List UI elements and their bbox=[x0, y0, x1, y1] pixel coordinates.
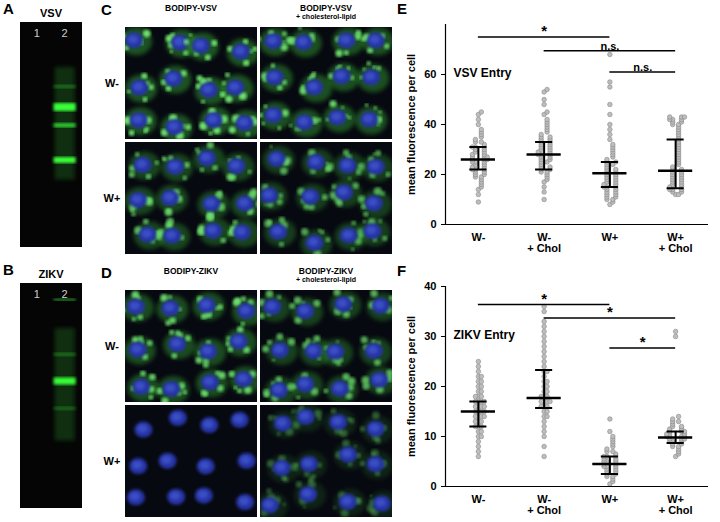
svg-text:BODIPY-VSV: BODIPY-VSV bbox=[300, 3, 352, 13]
svg-text:W-: W- bbox=[471, 493, 485, 505]
svg-text:W+: W+ bbox=[104, 192, 121, 204]
html-text:E: E bbox=[397, 0, 407, 17]
svg-text:A: A bbox=[3, 0, 14, 17]
svg-text:W+: W+ bbox=[601, 493, 618, 505]
svg-text:W-+ Chol: W-+ Chol bbox=[527, 231, 561, 254]
svg-text:W+: W+ bbox=[601, 231, 618, 243]
html-text:F: F bbox=[397, 262, 407, 279]
svg-text:W-: W- bbox=[105, 340, 119, 352]
svg-text:20: 20 bbox=[424, 380, 436, 392]
svg-text:BODIPY-ZIKV: BODIPY-ZIKV bbox=[164, 266, 219, 276]
svg-text:W++ Chol: W++ Chol bbox=[659, 493, 693, 516]
svg-text:*: * bbox=[640, 333, 646, 350]
svg-text:W+: W+ bbox=[104, 455, 121, 467]
svg-text:VSV Entry: VSV Entry bbox=[454, 66, 512, 80]
svg-text:2: 2 bbox=[62, 288, 68, 300]
svg-text:1: 1 bbox=[34, 27, 40, 39]
svg-text:n.s.: n.s. bbox=[600, 40, 619, 52]
svg-text:W-+ Chol: W-+ Chol bbox=[527, 493, 561, 516]
svg-text:60: 60 bbox=[424, 68, 436, 80]
svg-text:*: * bbox=[607, 303, 613, 320]
svg-text:40: 40 bbox=[424, 118, 436, 130]
svg-text:W++ Chol: W++ Chol bbox=[659, 231, 693, 254]
svg-text:*: * bbox=[541, 290, 547, 307]
svg-text:BODIPY-VSV: BODIPY-VSV bbox=[165, 3, 217, 13]
svg-text:W-: W- bbox=[471, 231, 485, 243]
svg-text:mean fluorescence per cell: mean fluorescence per cell bbox=[405, 54, 417, 195]
svg-text:W-: W- bbox=[105, 77, 119, 89]
svg-text:0: 0 bbox=[430, 480, 436, 492]
svg-text:mean fluorescence per cell: mean fluorescence per cell bbox=[405, 316, 417, 457]
svg-text:ZIKV: ZIKV bbox=[38, 268, 64, 280]
svg-text:2: 2 bbox=[62, 27, 68, 39]
svg-text:1: 1 bbox=[34, 288, 40, 300]
svg-text:C: C bbox=[101, 1, 112, 18]
svg-text:20: 20 bbox=[424, 168, 436, 180]
svg-text:0: 0 bbox=[430, 218, 436, 230]
svg-text:10: 10 bbox=[424, 430, 436, 442]
svg-text:*: * bbox=[541, 22, 547, 39]
svg-text:40: 40 bbox=[424, 280, 436, 292]
svg-text:+ cholesterol-lipid: + cholesterol-lipid bbox=[296, 276, 356, 284]
svg-text:+ cholesterol-lipid: + cholesterol-lipid bbox=[296, 13, 356, 21]
svg-text:BODIPY-ZIKV: BODIPY-ZIKV bbox=[299, 266, 354, 276]
svg-text:D: D bbox=[101, 264, 112, 281]
svg-text:ZIKV Entry: ZIKV Entry bbox=[454, 328, 516, 342]
svg-text:B: B bbox=[3, 261, 14, 278]
svg-text:n.s.: n.s. bbox=[633, 61, 652, 73]
svg-text:VSV: VSV bbox=[40, 7, 63, 19]
svg-text:30: 30 bbox=[424, 330, 436, 342]
